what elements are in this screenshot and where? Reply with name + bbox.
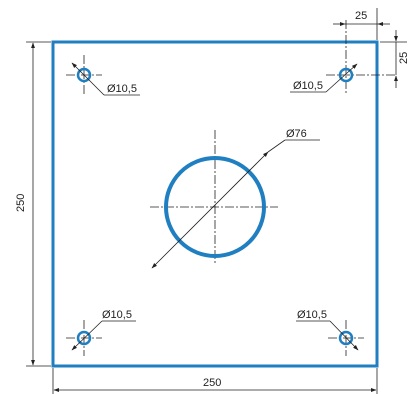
plate-outline [51, 40, 379, 368]
corner-hole-bottom-left: Ø10,5 [66, 309, 136, 356]
center-hole-label: Ø76 [286, 128, 307, 140]
height-dimension: 250 [15, 41, 51, 367]
corner-hole-label-bottom-left: Ø10,5 [102, 309, 132, 321]
corner-hole-label-bottom-right: Ø10,5 [297, 309, 327, 321]
corner-hole-top-left: Ø10,5 [66, 55, 140, 96]
width-dimension: 250 [52, 368, 378, 394]
corner-hole-top-right: Ø10,5 [290, 20, 395, 93]
hole-offset-x-label: 25 [355, 10, 367, 22]
height-dimension-label: 250 [15, 194, 27, 212]
center-hole: Ø76 [150, 128, 320, 269]
corner-hole-bottom-right: Ø10,5 [296, 309, 364, 356]
corner-hole-label-top-left: Ø10,5 [107, 83, 137, 95]
width-dimension-label: 250 [203, 377, 221, 389]
hole-offset-y-dimension: 25 [380, 30, 409, 88]
corner-hole-label-top-right: Ø10,5 [293, 80, 323, 92]
hole-offset-x-dimension: 25 [333, 8, 390, 40]
hole-offset-y-label: 25 [398, 52, 409, 64]
